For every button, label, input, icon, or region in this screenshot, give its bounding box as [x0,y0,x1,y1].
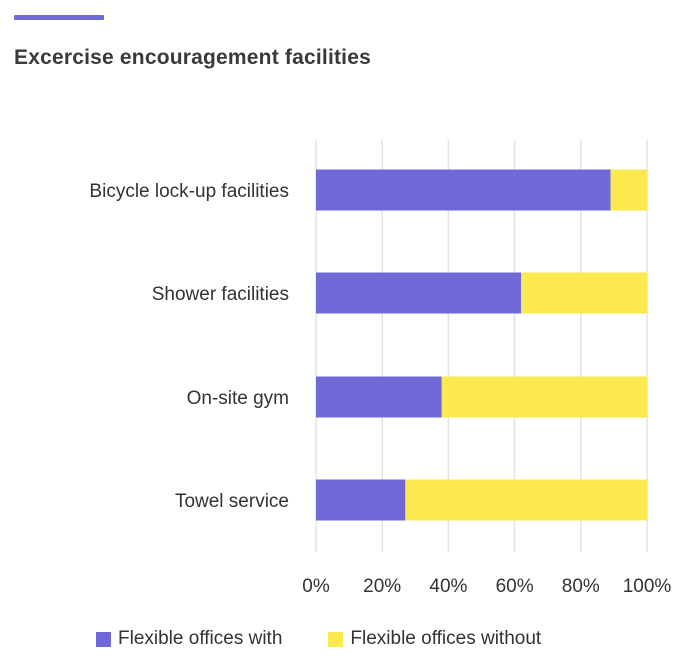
bar-without-1 [521,272,647,314]
legend-item-with: Flexible offices with [96,628,282,650]
chart-title: Excercise encouragement facilities [14,46,371,69]
category-label-3: Towel service [175,491,289,512]
bar-with-3 [316,479,406,521]
x-tick-label-1: 20% [363,576,401,597]
x-tick-label-5: 100% [623,576,672,597]
category-label-0: Bicycle lock-up facilities [89,181,289,202]
category-label-2: On-site gym [187,388,289,409]
category-label-1: Shower facilities [152,284,289,305]
bar-chart: 0% 20% 40% 60% 80% 100% Bicycle lock-up facili… [89,140,672,597]
legend-swatch-without [328,631,344,647]
bar-with-1 [316,272,522,314]
bar-without-2 [441,376,647,418]
legend-label-without: Flexible offices without [350,628,542,649]
x-tick-label-2: 40% [429,576,467,597]
legend-swatch-with [96,631,111,647]
bar-with-0 [316,169,611,211]
legend: Flexible offices with Flexible offices w… [96,628,587,650]
legend-label-with: Flexible offices with [118,628,283,649]
bar-with-2 [316,376,442,418]
accent-bar [14,15,104,20]
x-tick-label-0: 0% [302,576,330,597]
bar-without-3 [405,479,647,521]
x-tick-label-4: 80% [562,576,600,597]
bar-without-0 [610,169,647,211]
x-tick-label-3: 60% [496,576,534,597]
legend-item-without: Flexible offices without [328,628,541,650]
